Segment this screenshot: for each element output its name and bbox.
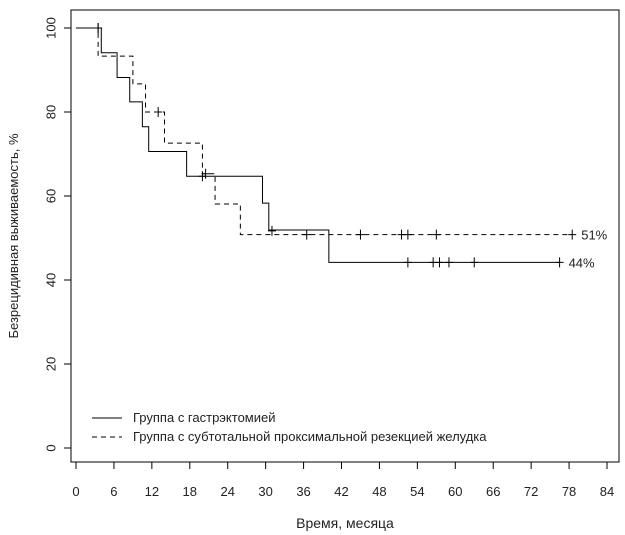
censor-mark bbox=[154, 107, 163, 117]
censor-mark bbox=[435, 257, 444, 268]
x-tick-label: 66 bbox=[486, 484, 500, 499]
series-line-0 bbox=[76, 27, 560, 263]
x-tick-label: 6 bbox=[110, 484, 117, 499]
x-tick-label: 24 bbox=[220, 484, 234, 499]
censor-mark bbox=[403, 257, 412, 268]
y-tick-label: 20 bbox=[43, 357, 58, 371]
y-tick-label: 40 bbox=[43, 273, 58, 287]
y-tick-label: 60 bbox=[43, 189, 58, 203]
x-tick-label: 42 bbox=[334, 484, 348, 499]
x-tick-label: 84 bbox=[600, 484, 614, 499]
censor-mark bbox=[201, 168, 210, 179]
series-line-1 bbox=[76, 27, 573, 236]
censor-mark bbox=[356, 229, 365, 240]
x-tick-label: 60 bbox=[448, 484, 462, 499]
x-tick-label: 54 bbox=[410, 484, 424, 499]
legend: Группа с гастрэктомией Группа с субтотал… bbox=[92, 410, 487, 444]
censor-mark bbox=[555, 257, 564, 268]
x-tick-label: 48 bbox=[372, 484, 386, 499]
x-tick-label: 12 bbox=[145, 484, 159, 499]
x-tick-label: 18 bbox=[183, 484, 197, 499]
y-tick-label: 100 bbox=[43, 17, 58, 39]
censor-mark bbox=[267, 225, 276, 236]
x-tick-label: 72 bbox=[524, 484, 538, 499]
y-axis: 0 20 40 60 80 100 bbox=[43, 17, 72, 452]
end-label-1: 51% bbox=[581, 228, 607, 243]
y-axis-label: Безрецидивная выживаемость, % bbox=[6, 133, 21, 338]
censor-mark bbox=[302, 229, 311, 240]
x-tick-label: 0 bbox=[72, 484, 79, 499]
censor-mark bbox=[403, 229, 412, 240]
censor-mark bbox=[568, 229, 577, 240]
x-tick-label: 78 bbox=[562, 484, 576, 499]
y-tick-label: 0 bbox=[43, 444, 58, 451]
censor-mark bbox=[444, 257, 453, 268]
legend-entry-subtotal-resection: Группа с субтотальной проксимальной резе… bbox=[133, 429, 487, 444]
censor-mark bbox=[470, 257, 479, 268]
x-tick-label: 30 bbox=[258, 484, 272, 499]
x-tick-label: 36 bbox=[296, 484, 310, 499]
censor-mark bbox=[432, 229, 441, 240]
y-tick-label: 80 bbox=[43, 105, 58, 119]
x-axis: 0 6 12 18 24 30 36 42 48 54 60 66 72 78 84 bbox=[72, 461, 614, 499]
censor-mark bbox=[94, 23, 103, 33]
legend-entry-gastrectomy: Группа с гастрэктомией bbox=[133, 410, 276, 425]
end-label-0: 44% bbox=[569, 255, 595, 270]
series-layer: 44% 51% bbox=[76, 23, 608, 270]
x-axis-label: Время, месяца bbox=[296, 515, 394, 531]
plot-frame bbox=[70, 9, 620, 463]
